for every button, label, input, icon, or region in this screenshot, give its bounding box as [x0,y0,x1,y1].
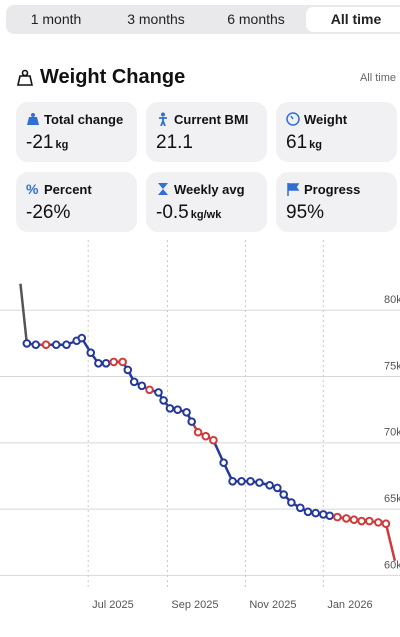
point [349,515,359,525]
point [154,388,163,397]
header: Weight Change [16,66,185,89]
tab-selected[interactable]: All time [306,7,400,32]
x-tick-label: Jul 2025 [92,599,134,611]
point [86,348,96,357]
tab[interactable]: 6 months [227,11,285,27]
stat-value: 21.1 [156,132,193,154]
line-segment [384,523,397,562]
point [173,405,182,414]
point [237,476,246,486]
point [342,514,351,523]
svg-text:%: % [26,182,39,196]
point [228,476,237,486]
point [296,503,305,513]
point [31,340,41,350]
point [159,396,168,405]
point [246,476,255,486]
y-tick-label: 70kg [384,427,400,439]
stat-label: Percent [44,182,92,197]
point [365,516,374,526]
point [279,490,289,499]
point [219,458,228,468]
x-tick-label: Nov 2025 [249,599,296,611]
point [265,480,274,490]
stat-value: -26% [26,202,70,224]
x-tick-label: Sep 2025 [171,599,218,611]
unit: kg/wk [190,209,222,221]
value: 95% [286,202,325,223]
title: Weight Change [40,66,186,88]
x-tick-label: Jan 2026 [327,599,372,611]
unit: kg [55,139,69,151]
point [209,435,218,445]
point [255,478,264,487]
point [287,498,296,507]
stat-card: Weekly avg -0.5 kg/wk [146,172,267,232]
range-label: All time [359,72,396,84]
stat-card: % Percent -26% [16,172,137,232]
point [123,365,133,375]
point [22,339,32,348]
line-segment [19,283,29,344]
point [41,340,51,350]
stat-label: Current BMI [174,112,249,127]
y-tick-label: 60kg [384,559,400,571]
point [101,358,111,368]
stat-card: Total change -21 kg [16,102,137,162]
point [129,377,139,387]
point [193,427,203,437]
value: -0.5 [156,202,189,223]
y-tick-label: 80kg [384,294,400,306]
point [201,431,211,441]
y-tick-label: 75kg [384,360,400,372]
stat-value: -21 kg [26,132,68,154]
stat-value: 61 kg [286,132,322,154]
point [137,381,147,391]
point [333,512,342,522]
stat-card: Current BMI 21.1 [146,102,267,162]
stat-label: Progress [304,182,361,197]
weight-chart: 80kg 75kg 70kg 65kg 60kg Jul 2025 Sep 2025 Nov … [0,240,400,611]
point [325,511,335,521]
point [51,340,61,350]
point [62,340,71,350]
value: 61 [286,132,308,153]
value: -21 [26,132,54,153]
scale-icon [17,69,33,86]
point [145,385,154,395]
point [118,357,127,367]
point [187,417,196,426]
point [357,516,366,526]
point [381,519,391,529]
point [303,507,313,517]
stat-label: Total change [44,112,124,127]
point [182,408,191,417]
point [94,358,103,368]
point [311,508,320,518]
tab[interactable]: 3 months [127,11,185,27]
point [273,483,282,493]
stat-label: Weekly avg [174,182,245,197]
unit: kg [309,139,322,151]
value: 21.1 [156,132,193,153]
point [77,333,87,343]
stat-value: -0.5 kg/wk [156,202,221,224]
point [109,357,119,367]
stat-card: Progress 95% [276,172,397,232]
value: -26% [26,202,71,223]
stat-label: Weight [304,112,348,127]
range-tabs: 1 month 3 months 6 months All time [6,5,400,34]
stat-value: 95% [286,202,324,224]
point [165,404,175,413]
y-tick-label: 65kg [384,493,400,505]
tab[interactable]: 1 month [30,11,82,27]
point [373,518,383,527]
stat-card: Weight 61 kg [276,102,397,162]
